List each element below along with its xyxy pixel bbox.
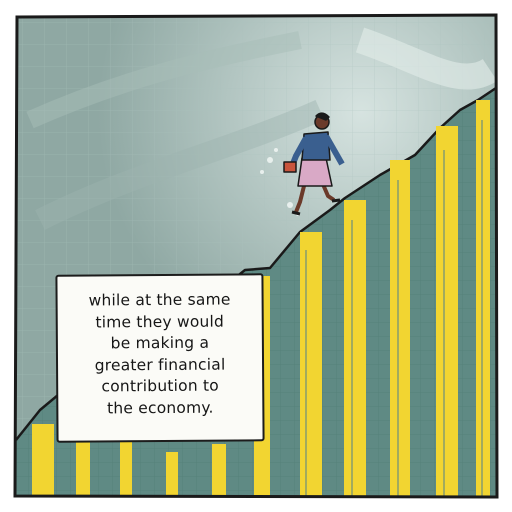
chart-bar (76, 440, 90, 496)
chart-bar (344, 200, 366, 496)
chart-bar (436, 126, 458, 496)
chart-bar (390, 160, 410, 496)
chart-bar (120, 430, 132, 496)
chart-bar (212, 444, 226, 496)
caption-box: while at the same time they would be mak… (55, 273, 265, 443)
climbing-woman (283, 112, 345, 216)
caption-text: while at the same time they would be mak… (88, 290, 231, 417)
chart-bar (32, 424, 54, 496)
handbag (283, 161, 297, 173)
panel-border (13, 13, 499, 499)
chart-bar (300, 232, 322, 496)
chart-bar (166, 452, 178, 496)
